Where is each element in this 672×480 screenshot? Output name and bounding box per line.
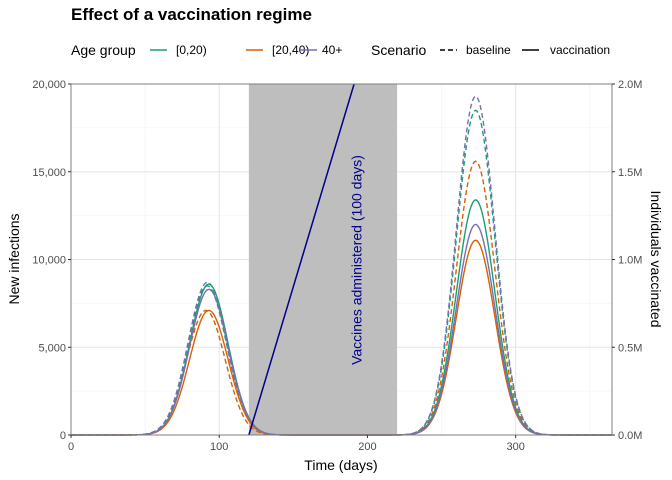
y-tick-label: 5,000 [38, 342, 66, 354]
legend-label-scenario: baseline [466, 43, 511, 57]
y-right-axis-title: Individuals vaccinated [648, 191, 664, 328]
legend-label-age: [20,40) [272, 43, 309, 57]
legend-label-age: [0,20) [176, 43, 207, 57]
x-tick-label: 100 [210, 441, 228, 453]
y-right-tick-label: 1.0M [618, 255, 642, 267]
legend-label-scenario: vaccination [550, 43, 610, 57]
vaccination-line [248, 83, 355, 436]
y-right-tick-label: 0.5M [618, 342, 642, 354]
legend-title-age: Age group [71, 42, 136, 58]
x-axis-title: Time (days) [304, 457, 377, 473]
legend-label-age: 40+ [322, 43, 342, 57]
vaccination-window [248, 84, 398, 435]
annotation-text: Vaccines administered (100 days) [349, 155, 365, 365]
y-right-tick-label: 2.0M [618, 79, 642, 91]
legend-title-scenario: Scenario [371, 42, 426, 58]
chart-title: Effect of a vaccination regime [71, 5, 312, 24]
y-tick-label: 15,000 [32, 167, 66, 179]
y-right-tick-label: 0.0M [618, 430, 642, 442]
y-tick-label: 20,000 [32, 79, 66, 91]
shaded-region [248, 84, 398, 435]
y-axis-title: New infections [6, 213, 22, 304]
legend-items: [0,20) [20,40) 40+ baseline vaccination [150, 43, 610, 57]
y-tick-label: 0 [60, 430, 66, 442]
x-tick-label: 200 [358, 441, 376, 453]
y-right-tick-label: 1.5M [618, 167, 642, 179]
y-tick-label: 10,000 [32, 255, 66, 267]
legend: Age group [0,20) [20,40) 40+ baseline vaccin… [71, 42, 610, 58]
x-tick-label: 300 [506, 441, 524, 453]
tick-labels: 0 100 200 300 0 5,000 10,000 15,000 20,000 0.0M 0.… [32, 79, 642, 453]
vaccination-line-group [248, 83, 355, 436]
x-tick-label: 0 [68, 441, 74, 453]
